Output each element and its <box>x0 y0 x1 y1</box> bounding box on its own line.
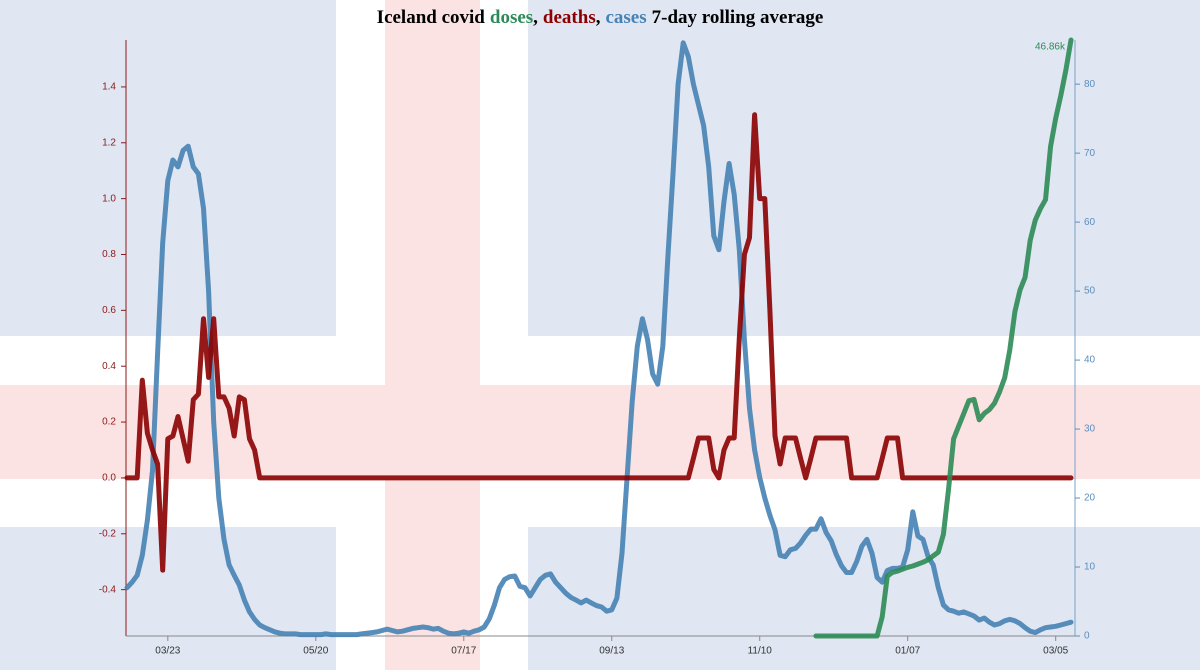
y-tick-label: 1.4 <box>102 82 116 93</box>
y-tick-label: 0.8 <box>102 249 116 260</box>
title-suffix: 7-day rolling average <box>652 7 824 28</box>
y2-tick-label: 0 <box>1084 631 1090 642</box>
x-tick-label: 05/20 <box>303 646 328 657</box>
title-prefix: Iceland covid <box>377 7 486 28</box>
x-tick-label: 03/23 <box>155 646 180 657</box>
y2-tick-label: 40 <box>1084 355 1096 366</box>
title-separator: , <box>533 7 538 28</box>
x-tick-label: 09/13 <box>599 646 624 657</box>
y-tick-label: 1.0 <box>102 193 116 204</box>
y2-tick-label: 50 <box>1084 286 1096 297</box>
y2-tick-label: 60 <box>1084 217 1096 228</box>
x-tick-label: 03/05 <box>1043 646 1068 657</box>
y-tick-label: 0.6 <box>102 305 116 316</box>
title-series: cases <box>605 7 646 28</box>
y2-tick-label: 30 <box>1084 424 1096 435</box>
x-tick-label: 11/10 <box>748 646 773 657</box>
title-series: deaths <box>543 7 596 28</box>
title-series: doses <box>490 7 533 28</box>
y-tick-label: -0.4 <box>99 584 117 595</box>
y2-tick-label: 20 <box>1084 493 1096 504</box>
y-tick-label: -0.2 <box>99 528 117 539</box>
y2-tick-label: 70 <box>1084 148 1096 159</box>
x-tick-label: 07/17 <box>451 646 476 657</box>
series-line <box>124 40 1074 638</box>
y2-tick-label: 10 <box>1084 562 1096 573</box>
y-tick-label: 0.0 <box>102 473 116 484</box>
chart-title: Iceland covid doses, deaths, cases 7-day rol… <box>377 7 824 28</box>
series-line <box>124 112 1074 573</box>
title-separator: , <box>596 7 601 28</box>
value-label: 46.86k <box>1035 42 1066 53</box>
y-tick-label: 0.4 <box>102 361 116 372</box>
y-tick-label: 0.2 <box>102 417 116 428</box>
x-tick-label: 01/07 <box>895 646 920 657</box>
y2-tick-label: 80 <box>1084 79 1096 90</box>
series-line <box>813 37 1074 639</box>
y-tick-label: 1.2 <box>102 137 116 148</box>
